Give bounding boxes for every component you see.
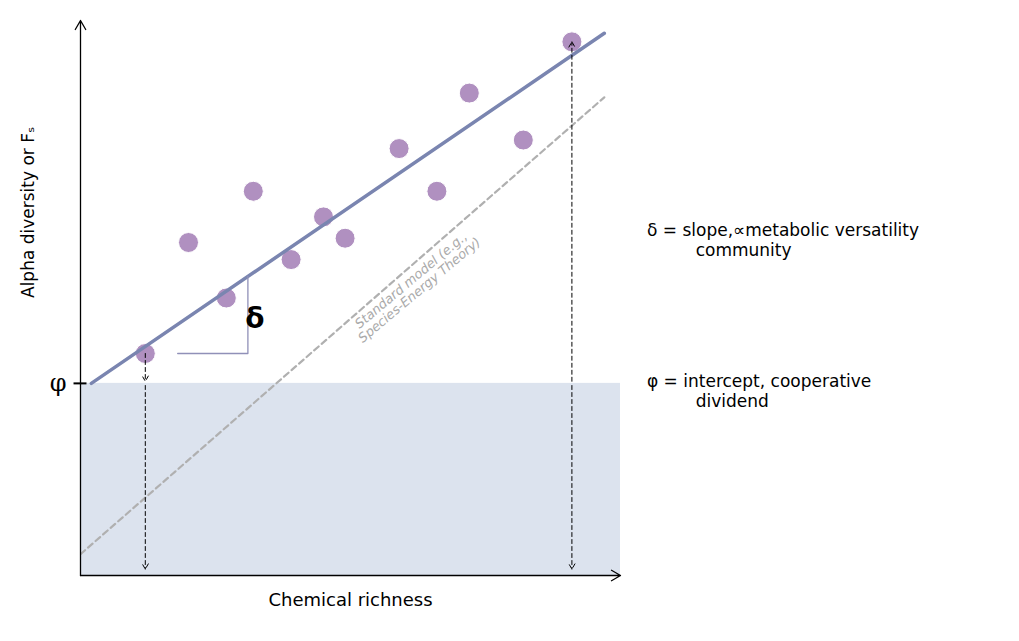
html-text:φ = intercept, cooperative div: φ = intercept, cooperative dividend: [647, 371, 872, 411]
svg-text:Alpha diversity or Fₛ: Alpha diversity or Fₛ: [18, 127, 38, 298]
svg-text:Standard model (e.g.,Species-E: Standard model (e.g.,Species-Energy Theo…: [347, 224, 484, 345]
html-text:δ = slope,∝metabolic versatili: δ = slope,∝metabolic versatility communi…: [647, 220, 920, 260]
svg-text:δ: δ: [245, 302, 264, 335]
svg-text:φ: φ: [50, 369, 67, 397]
svg-text:Chemical richness: Chemical richness: [268, 589, 432, 610]
